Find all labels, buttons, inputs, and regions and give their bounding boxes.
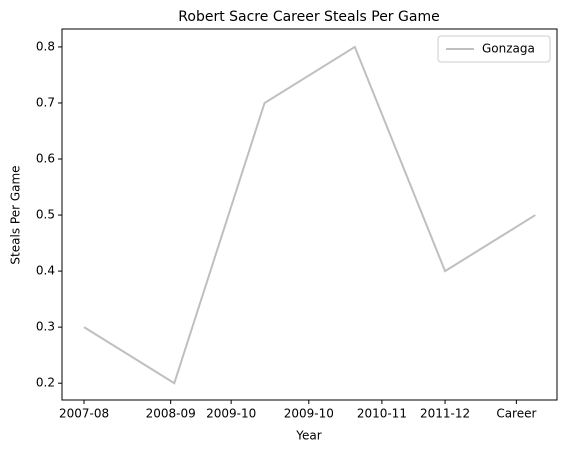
x-tick-label: Career	[496, 407, 536, 421]
x-tick-label: 2008-09	[146, 407, 196, 421]
y-tick-label: 0.5	[36, 208, 55, 222]
y-tick-label: 0.2	[36, 376, 55, 390]
y-tick-label: 0.3	[36, 320, 55, 334]
axes-frame	[61, 28, 558, 401]
y-tick-label: 0.4	[36, 264, 55, 278]
y-tick-label: 0.7	[36, 95, 55, 109]
x-tick-label: 2007-08	[59, 407, 109, 421]
x-tick-label: 2010-11	[357, 407, 407, 421]
x-tick-label: 2009-10	[206, 407, 256, 421]
line	[83, 45, 536, 385]
legend-box	[437, 35, 551, 63]
x-tick-label: 2011-12	[420, 407, 470, 421]
legend-label: Gonzaga	[482, 42, 535, 56]
y-tick-label: 0.6	[36, 152, 55, 166]
y-axis-label: Steals Per Game	[9, 165, 23, 264]
x-tick-label: 2009-10	[284, 407, 334, 421]
x-axis-label: Year	[295, 429, 321, 443]
y-tick-label: 0.8	[36, 39, 55, 53]
chart-title: Robert Sacre Career Steals Per Game	[178, 9, 439, 25]
